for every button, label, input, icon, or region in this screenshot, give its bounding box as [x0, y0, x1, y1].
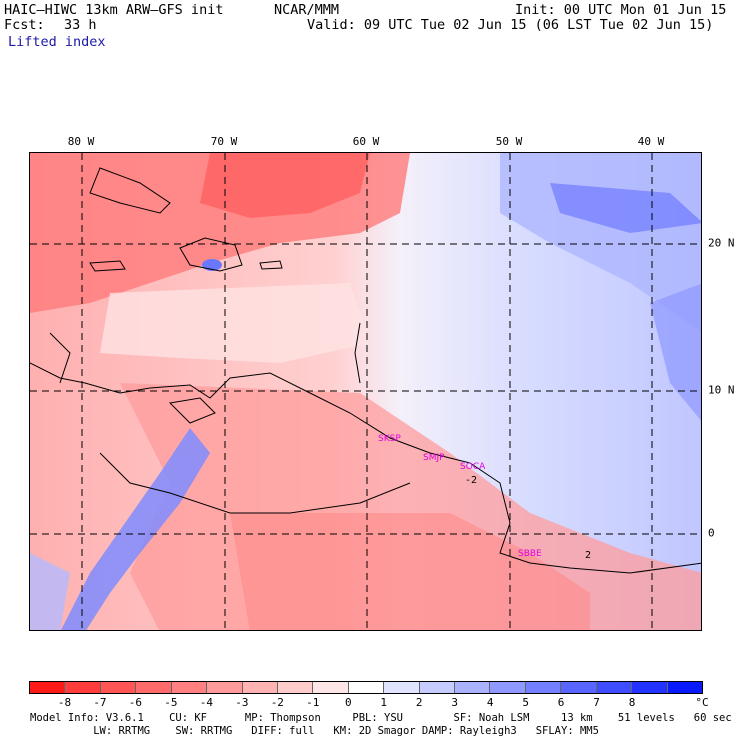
station-label: SBBE: [518, 549, 542, 559]
colorbar-swatch: [171, 682, 208, 693]
station-label: SKSP: [378, 434, 401, 444]
colorbar-tick: -3: [235, 696, 249, 709]
colorbar-swatch: [632, 682, 668, 693]
contour-label: 2: [585, 550, 591, 561]
colorbar-tick: 7: [593, 696, 600, 709]
colorbar-tick: -8: [57, 696, 72, 709]
colorbar-swatch: [65, 682, 101, 693]
colorbar-tick: -2: [270, 696, 284, 709]
colorbar-swatch: [667, 682, 703, 693]
lifted-index-map: 2 -2 SKSP SMJP SOCA SBBE: [30, 153, 701, 630]
forecast-hour: 33 h: [64, 17, 97, 33]
colorbar: [29, 681, 703, 694]
lon-label: 80 W: [67, 135, 95, 148]
coastlines: [30, 167, 701, 574]
colorbar-tick: -6: [128, 696, 143, 709]
lon-label: 70 W: [210, 135, 238, 148]
field-name: Lifted index: [8, 34, 106, 50]
init-time: Init: 00 UTC Mon 01 Jun 15: [515, 2, 727, 18]
colorbar-swatch: [490, 682, 526, 693]
colorbar-tick: 8: [628, 696, 636, 709]
lat-label: 10 N: [708, 383, 735, 397]
model-info-line2: LW: RRTMG SW: RRTMG DIFF: full KM: 2D Sm…: [30, 725, 599, 737]
colorbar-swatch: [596, 682, 633, 693]
colorbar-tick: -1: [306, 696, 320, 709]
colorbar-tick: -7: [93, 696, 107, 709]
colorbar-swatch: [561, 682, 597, 693]
colorbar-swatch: [30, 682, 66, 693]
organization: NCAR/MMM: [274, 2, 340, 18]
station-label: SMJP: [423, 453, 445, 463]
colorbar-swatch: [207, 682, 243, 693]
colorbar-tick: 2: [415, 696, 423, 709]
colorbar-tick: -5: [164, 696, 178, 709]
station-label: SOCA: [460, 462, 486, 472]
colorbar-swatch: [277, 682, 314, 693]
colorbar-tick: 4: [486, 696, 494, 709]
colorbar-swatch: [100, 682, 137, 693]
colorbar-swatch: [384, 682, 420, 693]
colorbar-tick: 0: [344, 696, 352, 709]
valid-time: Valid: 09 UTC Tue 02 Jun 15 (06 LST Tue …: [307, 17, 714, 33]
model-info-line1: Model Info: V3.6.1 CU: KF MP: Thompson P…: [30, 712, 732, 724]
map-panel: 2 -2 SKSP SMJP SOCA SBBE: [29, 152, 702, 631]
lat-lon-grid: [30, 153, 701, 630]
colorbar-unit: °C: [695, 696, 709, 709]
model-title: HAIC–HIWC 13km ARW–GFS init: [4, 2, 224, 18]
colorbar-tick: 3: [451, 696, 458, 709]
colorbar-swatch: [136, 682, 172, 693]
colorbar-swatch: [348, 682, 385, 693]
colorbar-tick: 1: [380, 696, 388, 709]
colorbar-swatch: [242, 682, 278, 693]
colorbar-swatch: [525, 682, 562, 693]
colorbar-tick: -4: [199, 696, 213, 709]
lon-label: 50 W: [495, 135, 523, 148]
lat-label: 20 N: [708, 236, 735, 250]
lon-label: 60 W: [352, 135, 380, 148]
colorbar-tick: 5: [522, 696, 529, 709]
lat-label: 0: [708, 526, 715, 540]
forecast-label: Fcst:: [4, 17, 45, 33]
colorbar-swatch: [455, 682, 491, 693]
colorbar-swatch: [419, 682, 456, 693]
colorbar-swatch: [313, 682, 349, 693]
lon-label: 40 W: [637, 135, 665, 148]
colorbar-tick: 6: [557, 696, 565, 709]
contour-label: -2: [465, 475, 477, 486]
